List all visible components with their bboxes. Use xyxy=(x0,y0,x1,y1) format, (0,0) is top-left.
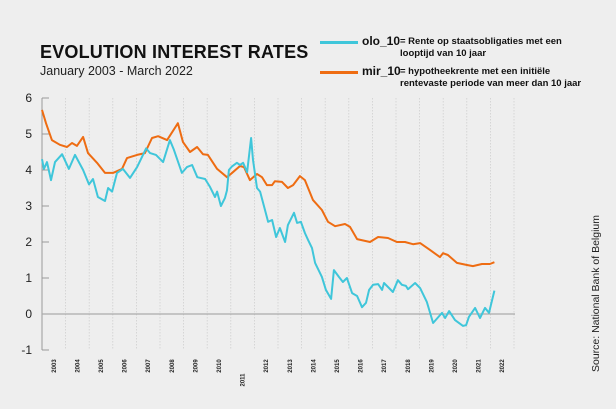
y-tick-label: 3 xyxy=(25,199,32,213)
x-tick-label: 2006 xyxy=(123,359,129,373)
x-tick-label: 2007 xyxy=(146,359,152,373)
legend-label-olo-10: olo_10 xyxy=(362,34,401,48)
x-tick-label: 2009 xyxy=(193,359,199,373)
x-tick-label: 2017 xyxy=(382,359,388,373)
x-tick-label: 2016 xyxy=(359,359,365,373)
legend-swatch-mir-10 xyxy=(320,71,358,74)
legend-desc-olo-10: = Rente op staatsobligaties met een loop… xyxy=(400,36,562,59)
y-tick-label: -1 xyxy=(21,343,32,357)
y-tick-label: 5 xyxy=(25,127,32,141)
series-line-mir-10 xyxy=(41,109,495,268)
chart-title: EVOLUTION INTEREST RATES xyxy=(40,42,309,62)
x-tick-label: 2003 xyxy=(52,359,58,373)
x-tick-label: 2018 xyxy=(406,359,412,373)
y-tick-label: 0 xyxy=(25,307,32,321)
x-tick-label: 2020 xyxy=(453,359,459,373)
y-tick-label: 1 xyxy=(25,271,32,285)
x-tick-label: 2010 xyxy=(217,359,223,373)
legend-label-mir-10: mir_10 xyxy=(362,64,401,78)
x-tick-label: 2019 xyxy=(429,359,435,373)
x-tick-label: 2008 xyxy=(170,359,176,373)
x-tick-label: 2021 xyxy=(477,359,483,373)
y-tick-label: 6 xyxy=(25,91,32,105)
legend-desc-mir-10: = hypotheekrente met een initiële rentev… xyxy=(400,66,582,89)
legend-swatch-olo-10 xyxy=(320,41,358,44)
series-line-olo-10 xyxy=(41,137,496,327)
x-tick-label: 2004 xyxy=(75,359,81,373)
x-tick-label: 2012 xyxy=(264,359,270,373)
chart-subtitle: January 2003 - March 2022 xyxy=(40,64,193,78)
x-tick-label: 2015 xyxy=(335,359,341,373)
x-tick-label: 2022 xyxy=(500,359,506,373)
x-tick-label: 2013 xyxy=(288,359,294,373)
x-tick-label: 2005 xyxy=(99,359,105,373)
x-tick-label: 2011 xyxy=(241,373,247,387)
y-tick-label: 2 xyxy=(25,235,32,249)
x-tick-label: 2014 xyxy=(311,359,317,373)
y-tick-label: 4 xyxy=(25,163,32,177)
